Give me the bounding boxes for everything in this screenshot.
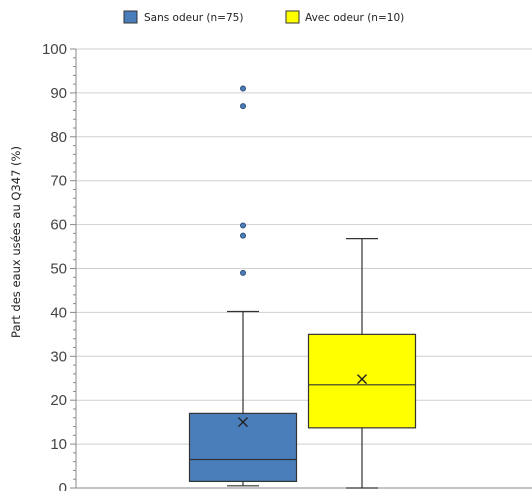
legend-swatch-sans-odeur <box>124 11 137 23</box>
iqr-box-sans-odeur <box>190 413 297 481</box>
y-tick-label-80: 80 <box>50 129 67 146</box>
outlier-point-sans-odeur <box>241 270 246 275</box>
legend-swatch-avec-odeur <box>286 11 299 23</box>
y-axis-minor-ticks <box>70 49 76 488</box>
y-tick-label-100: 100 <box>42 41 67 58</box>
y-tick-labels: 0 10 20 30 40 50 60 70 80 90 100 <box>42 41 67 491</box>
outlier-point-sans-odeur <box>241 233 246 238</box>
box-avec-odeur <box>309 239 416 488</box>
iqr-box-avec-odeur <box>309 334 416 428</box>
y-tick-label-30: 30 <box>50 348 67 365</box>
y-axis-title: Part des eaux usées au Q347 (%) <box>9 146 23 338</box>
y-tick-label-90: 90 <box>50 85 67 102</box>
legend-item-sans-odeur: Sans odeur (n=75) <box>124 11 243 24</box>
outlier-point-sans-odeur <box>241 104 246 109</box>
box-series <box>190 86 416 488</box>
y-tick-label-40: 40 <box>50 304 67 321</box>
y-tick-label-0: 0 <box>59 480 67 491</box>
y-tick-label-20: 20 <box>50 392 67 409</box>
legend-label-sans-odeur: Sans odeur (n=75) <box>144 12 243 24</box>
y-tick-label-70: 70 <box>50 173 67 190</box>
y-tick-label-50: 50 <box>50 261 67 278</box>
gridlines <box>76 49 532 444</box>
legend: Sans odeur (n=75) Avec odeur (n=10) <box>124 11 404 24</box>
outlier-point-sans-odeur <box>241 86 246 91</box>
y-tick-label-10: 10 <box>50 436 67 453</box>
legend-item-avec-odeur: Avec odeur (n=10) <box>286 11 404 24</box>
y-tick-label-60: 60 <box>50 217 67 234</box>
box-sans-odeur <box>190 86 297 486</box>
outlier-point-sans-odeur <box>241 223 246 228</box>
legend-label-avec-odeur: Avec odeur (n=10) <box>305 12 404 24</box>
